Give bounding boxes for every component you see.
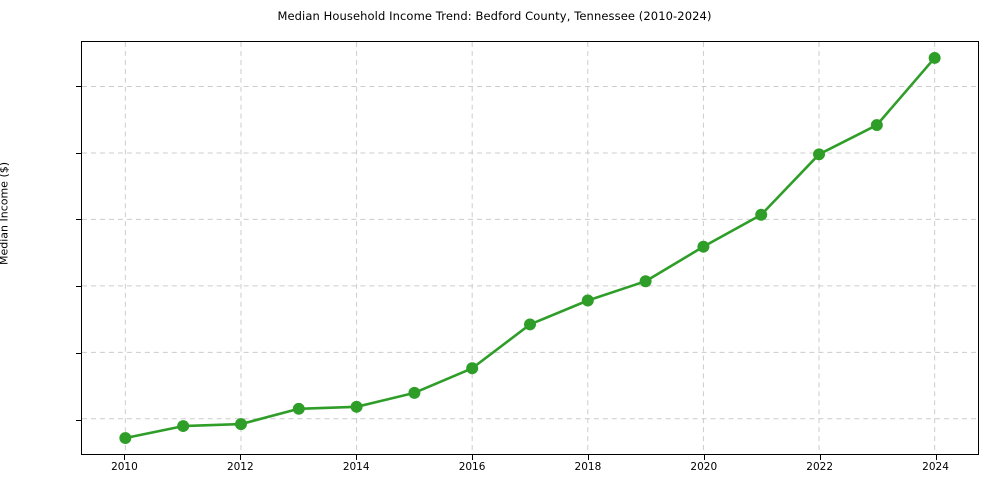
- data-point-marker: [581, 294, 594, 307]
- data-point-marker: [177, 420, 190, 433]
- x-axis-tick-label: 2012: [226, 461, 254, 473]
- y-axis-label: Median Income ($): [0, 161, 11, 266]
- y-axis-tick-mark: [76, 152, 81, 154]
- data-point-marker: [870, 119, 883, 132]
- data-point-marker: [466, 362, 479, 375]
- x-axis-tick-label: 2024: [922, 461, 949, 473]
- data-point-marker: [755, 208, 768, 221]
- data-point-marker: [119, 432, 132, 445]
- x-axis-tick-mark: [124, 455, 126, 460]
- data-point-marker: [350, 400, 363, 413]
- x-axis-tick-label: 2016: [458, 461, 486, 473]
- data-point-marker: [697, 240, 710, 253]
- x-axis-tick-mark: [240, 455, 242, 460]
- data-point-marker: [928, 51, 941, 64]
- line-series: [119, 51, 941, 445]
- data-point-marker: [639, 275, 652, 288]
- x-axis-tick-mark: [587, 455, 589, 460]
- y-axis-tick-mark: [76, 419, 81, 421]
- x-axis-tick-label: 2022: [806, 461, 834, 473]
- y-axis-tick-mark: [76, 85, 81, 87]
- data-point-marker: [813, 148, 826, 161]
- x-axis-tick-mark: [935, 455, 937, 460]
- data-point-marker: [524, 318, 536, 331]
- x-axis-tick-mark: [703, 455, 705, 460]
- x-axis-tick-mark: [356, 455, 358, 460]
- x-axis-tick-label: 2010: [111, 461, 138, 473]
- data-point-marker: [408, 386, 421, 399]
- data-point-marker: [234, 418, 247, 431]
- series-line: [124, 56, 936, 440]
- x-axis-tick-labels: 2010 2012 2014 2016 2018 2020 2022 2024: [81, 455, 979, 485]
- x-axis-tick-label: 2014: [342, 461, 370, 473]
- x-axis-tick-mark: [819, 455, 821, 460]
- data-point-marker: [292, 402, 305, 415]
- x-axis-tick-mark: [472, 455, 474, 460]
- y-axis-tick-mark: [76, 219, 81, 221]
- x-axis-tick-label: 2018: [574, 461, 602, 473]
- plot-area: [81, 41, 979, 455]
- y-axis-tick-mark: [76, 286, 81, 288]
- y-axis-tick-mark: [76, 352, 81, 354]
- chart-title: Median Household Income Trend: Bedford C…: [277, 9, 712, 23]
- x-axis-tick-label: 2020: [690, 461, 718, 473]
